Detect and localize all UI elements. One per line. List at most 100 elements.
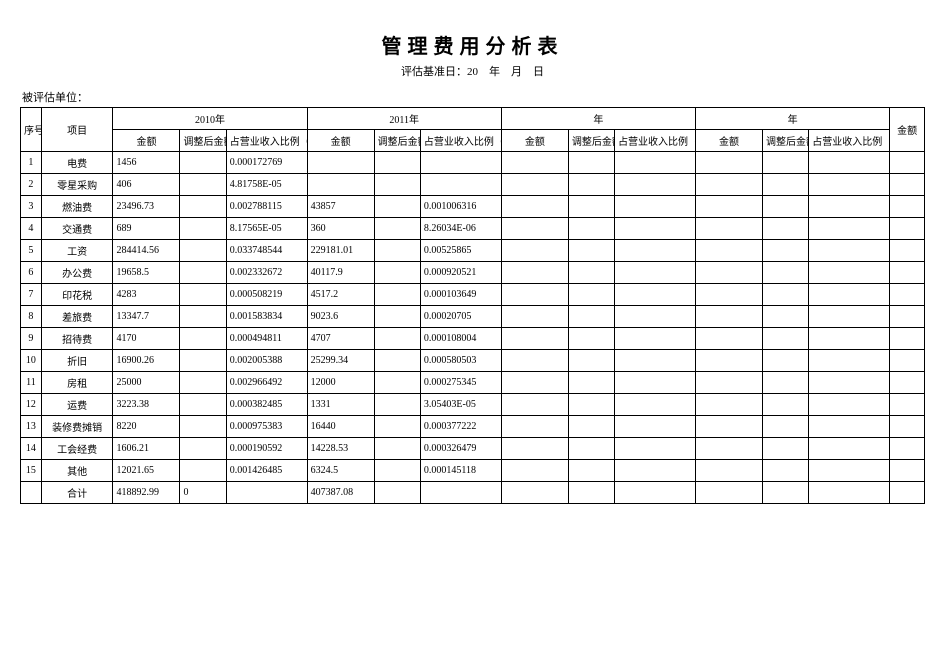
cell: 工资 (41, 240, 113, 262)
cell (568, 350, 614, 372)
cell (809, 482, 890, 504)
cell (696, 350, 763, 372)
cell (501, 240, 568, 262)
cell: 407387.08 (307, 482, 374, 504)
table-row: 4交通费6898.17565E-053608.26034E-06 (21, 218, 925, 240)
cell: 0.00525865 (420, 240, 501, 262)
cell: 3 (21, 196, 42, 218)
total-row: 合计418892.990407387.08 (21, 482, 925, 504)
cell (890, 240, 925, 262)
cell (809, 152, 890, 174)
cell (763, 438, 809, 460)
cell (180, 438, 226, 460)
cell: 7 (21, 284, 42, 306)
cell (615, 350, 696, 372)
cell: 23496.73 (113, 196, 180, 218)
cell: 0.00020705 (420, 306, 501, 328)
cell (696, 328, 763, 350)
cell (615, 372, 696, 394)
cell (180, 174, 226, 196)
cell (809, 328, 890, 350)
cell (374, 306, 420, 328)
cell (696, 196, 763, 218)
cell (890, 328, 925, 350)
cell (615, 196, 696, 218)
cell (568, 482, 614, 504)
cell (568, 460, 614, 482)
table-row: 15其他12021.650.0014264856324.50.000145118 (21, 460, 925, 482)
cell: 12021.65 (113, 460, 180, 482)
cell (696, 416, 763, 438)
cell (890, 262, 925, 284)
cell (568, 416, 614, 438)
cell (890, 460, 925, 482)
cell (501, 328, 568, 350)
cell (374, 152, 420, 174)
cell (180, 196, 226, 218)
cell (226, 482, 307, 504)
cell (809, 394, 890, 416)
cell: 689 (113, 218, 180, 240)
cell (568, 262, 614, 284)
cell (890, 284, 925, 306)
th-adj: 调整后金额 (180, 130, 226, 152)
cell (374, 262, 420, 284)
cell: 1456 (113, 152, 180, 174)
cell: 16900.26 (113, 350, 180, 372)
cell (501, 196, 568, 218)
cell: 0.000108004 (420, 328, 501, 350)
cell (568, 218, 614, 240)
cell (307, 174, 374, 196)
cell (763, 218, 809, 240)
th-adj: 调整后金额 (568, 130, 614, 152)
cell (501, 372, 568, 394)
cell (568, 328, 614, 350)
cell (374, 174, 420, 196)
cell: 0.000508219 (226, 284, 307, 306)
cell (568, 372, 614, 394)
cell: 0.000975383 (226, 416, 307, 438)
cell: 8.26034E-06 (420, 218, 501, 240)
cell: 5 (21, 240, 42, 262)
cell (890, 152, 925, 174)
cell: 其他 (41, 460, 113, 482)
table-header: 序号 项目 2010年 2011年 年 年 金额 金额 调整后金额 占营业收入比… (21, 108, 925, 152)
cell: 0.002005388 (226, 350, 307, 372)
cell (615, 438, 696, 460)
cell: 6324.5 (307, 460, 374, 482)
th-adj: 调整后金额 (374, 130, 420, 152)
table-row: 8差旅费13347.70.0015838349023.60.00020705 (21, 306, 925, 328)
cell: 房租 (41, 372, 113, 394)
cell: 电费 (41, 152, 113, 174)
cell: 4517.2 (307, 284, 374, 306)
cell: 8220 (113, 416, 180, 438)
th-item: 项目 (41, 108, 113, 152)
cell (890, 350, 925, 372)
cell: 11 (21, 372, 42, 394)
cell: 8.17565E-05 (226, 218, 307, 240)
cell (374, 438, 420, 460)
cell (696, 240, 763, 262)
cell (374, 482, 420, 504)
cell (615, 394, 696, 416)
cell: 6 (21, 262, 42, 284)
cell: 0.001426485 (226, 460, 307, 482)
cell: 25000 (113, 372, 180, 394)
cell: 燃油费 (41, 196, 113, 218)
table-row: 6办公费19658.50.00233267240117.90.000920521 (21, 262, 925, 284)
cell: 406 (113, 174, 180, 196)
cell (501, 416, 568, 438)
cell (180, 262, 226, 284)
cell (809, 438, 890, 460)
cell: 0.033748544 (226, 240, 307, 262)
cell: 0.000580503 (420, 350, 501, 372)
cell (501, 482, 568, 504)
cell: 0.002966492 (226, 372, 307, 394)
cell (568, 438, 614, 460)
th-amount: 金额 (501, 130, 568, 152)
th-year1: 2010年 (113, 108, 307, 130)
cell: 360 (307, 218, 374, 240)
th-year4: 年 (696, 108, 890, 130)
cell: 4707 (307, 328, 374, 350)
cell (501, 394, 568, 416)
